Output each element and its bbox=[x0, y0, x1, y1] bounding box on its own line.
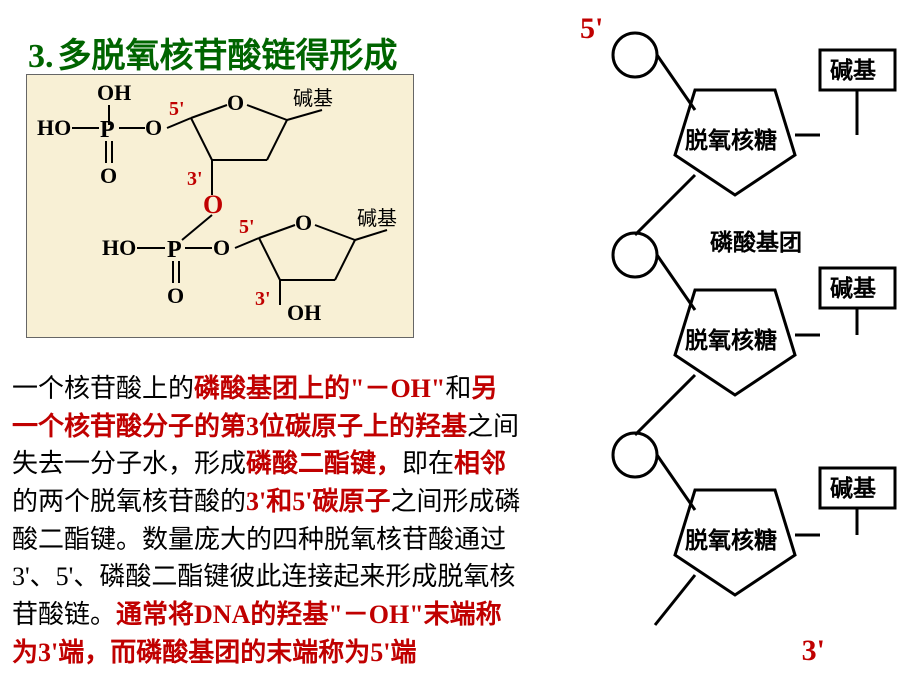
chem-base2: 碱基 bbox=[357, 207, 397, 230]
phosphate-label: 磷酸基团 bbox=[710, 230, 802, 255]
chem-o-ring1: O bbox=[227, 90, 244, 115]
bt-4: 即在 bbox=[402, 449, 454, 478]
title-number: 3. bbox=[28, 38, 54, 75]
bh-1: 磷酸基团上的"－OH" bbox=[194, 374, 445, 403]
chem-o-center: O bbox=[203, 190, 223, 219]
sugar-label-3: 脱氧核糖 bbox=[685, 527, 777, 553]
label-3-prime-bottom: 3' bbox=[802, 634, 825, 668]
chem-o-ring2: O bbox=[295, 210, 312, 235]
chem-o-dbl1: O bbox=[100, 163, 117, 188]
slide-title: 3. 多脱氧核苷酸链得形成 bbox=[28, 28, 398, 77]
base-label-2: 碱基 bbox=[830, 275, 877, 301]
bh-4: 相邻 bbox=[454, 449, 506, 478]
chem-o-link2: O bbox=[213, 235, 230, 260]
chemical-structure-box: OH HO P O O 5' O 碱基 3' O HO P O O bbox=[26, 74, 414, 338]
bt-5: 的两个脱氧核苷酸的 bbox=[12, 487, 246, 516]
chem-p2: P bbox=[167, 237, 182, 263]
bh-3: 磷酸二酯键， bbox=[246, 449, 402, 478]
sugar-label-1: 脱氧核糖 bbox=[685, 127, 777, 153]
chem-ho-1: HO bbox=[37, 115, 71, 140]
bh-5: 3'和5'碳原子 bbox=[246, 487, 390, 516]
bt-2: 和 bbox=[445, 374, 471, 403]
chem-base1: 碱基 bbox=[293, 87, 333, 110]
chemical-structure-svg: OH HO P O O 5' O 碱基 3' O HO P O O bbox=[27, 75, 415, 339]
chem-o-link1: O bbox=[145, 115, 162, 140]
sugar-label-2: 脱氧核糖 bbox=[685, 327, 777, 353]
bt-1: 一个核苷酸上的 bbox=[12, 374, 194, 403]
chem-3-2: 3' bbox=[255, 288, 271, 310]
chem-5-2: 5' bbox=[239, 216, 255, 238]
chem-oh-bot: OH bbox=[287, 300, 321, 325]
chem-5-1: 5' bbox=[169, 98, 185, 120]
base-label-3: 碱基 bbox=[830, 475, 877, 501]
chem-3-1: 3' bbox=[187, 168, 203, 190]
chem-oh-top: OH bbox=[97, 80, 131, 105]
chem-p1: P bbox=[100, 117, 115, 143]
base-label-1: 碱基 bbox=[830, 57, 877, 83]
chem-o-dbl2: O bbox=[167, 283, 184, 308]
dna-schematic: 碱基 脱氧核糖 磷酸基团 碱基 脱氧核糖 碱基 脱氧核糖 bbox=[560, 30, 910, 670]
title-text: 多脱氧核苷酸链得形成 bbox=[58, 38, 398, 75]
chem-ho-2: HO bbox=[102, 235, 136, 260]
schematic-svg: 碱基 脱氧核糖 磷酸基团 碱基 脱氧核糖 碱基 脱氧核糖 bbox=[560, 30, 910, 670]
body-paragraph: 一个核苷酸上的磷酸基团上的"－OH"和另一个核苷酸分子的第3位碳原子上的羟基之间… bbox=[12, 370, 522, 672]
